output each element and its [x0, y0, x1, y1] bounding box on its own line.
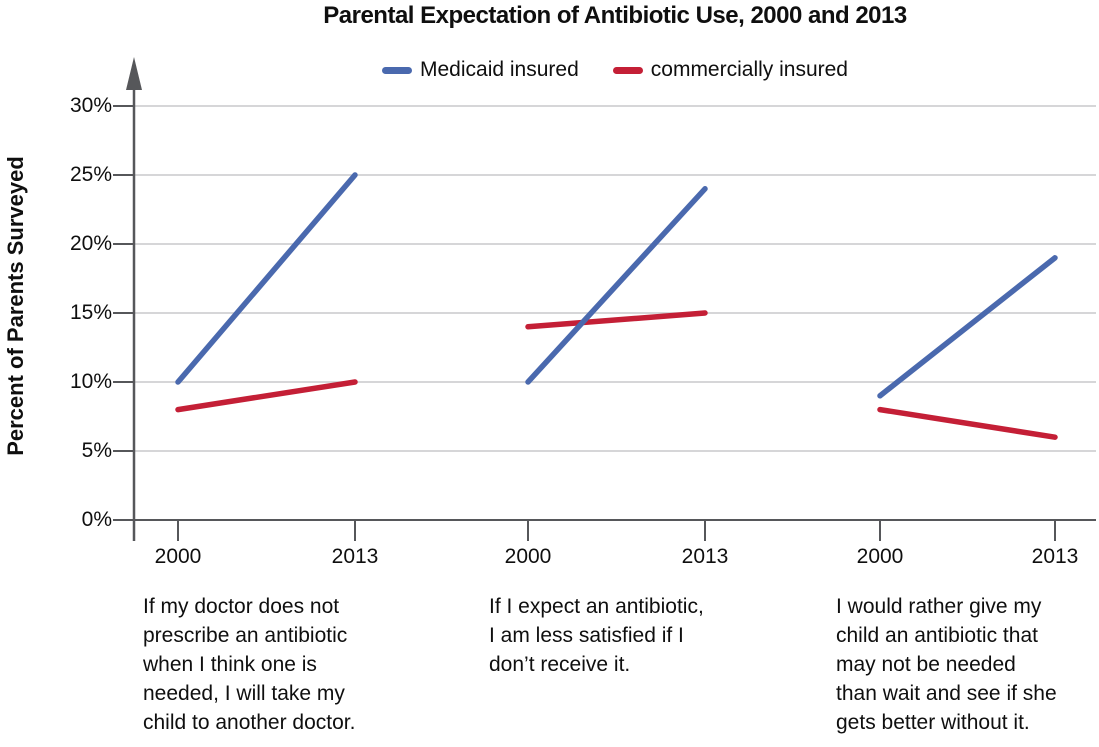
medicaid-line-panel-2 — [525, 186, 708, 385]
medicaid-line-panel-1 — [175, 172, 358, 385]
legend-item-medicaid: Medicaid insured — [382, 58, 579, 82]
panel-caption-3: I would rather give my child an antibiot… — [836, 595, 1057, 734]
legend-item-commercial: commercially insured — [612, 58, 848, 82]
y-tick-label: 15% — [69, 301, 112, 324]
commercial-line-panel-1 — [175, 379, 358, 413]
legend: Medicaid insured commercially insured — [134, 58, 1096, 82]
y-tick-label: 0% — [81, 508, 112, 531]
commercial-line-panel-3 — [877, 406, 1058, 440]
y-tick-label: 5% — [81, 439, 112, 462]
chart-title: Parental Expectation of Antibiotic Use, … — [323, 2, 907, 29]
medicaid-line-swatch — [382, 66, 412, 74]
y-tick-label: 20% — [69, 232, 112, 255]
x-tick-label: 2000 — [504, 545, 552, 568]
legend-label-commercial: commercially insured — [650, 58, 848, 81]
x-tick-label: 2013 — [681, 545, 729, 568]
panel-caption-2: If I expect an antibiotic, I am less sat… — [489, 595, 704, 676]
legend-label-medicaid: Medicaid insured — [420, 58, 579, 81]
x-tick-label: 2013 — [1031, 545, 1079, 568]
y-axis-arrow — [126, 57, 142, 90]
y-tick-label: 30% — [69, 94, 112, 117]
x-tick-label: 2000 — [856, 545, 904, 568]
commercial-line-panel-2 — [525, 310, 708, 330]
panel-caption-1: If my doctor does not prescribe an antib… — [143, 595, 356, 734]
y-tick-label: 25% — [69, 163, 112, 186]
medicaid-line-panel-3 — [877, 255, 1058, 399]
y-tick-label: 10% — [69, 370, 112, 393]
x-tick-label: 2013 — [331, 545, 379, 568]
x-tick-label: 2000 — [154, 545, 202, 568]
commercial-line-swatch — [612, 66, 643, 74]
